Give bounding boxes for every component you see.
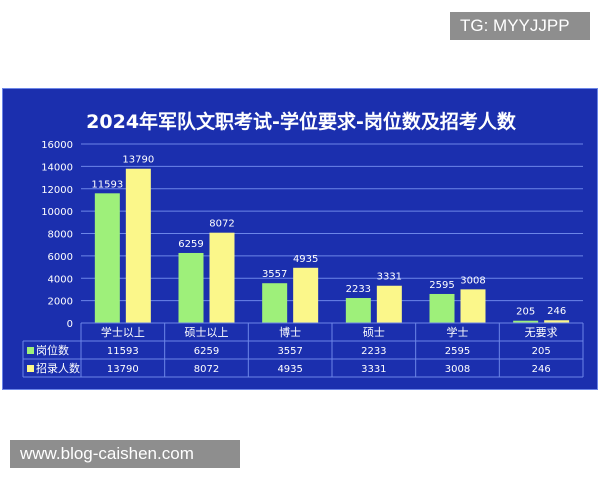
y-tick-label: 12000 [41,185,73,196]
table-cell: 4935 [277,364,302,375]
bar-recruits [293,267,319,323]
bar-recruits [460,289,486,323]
data-label: 205 [516,307,535,318]
chart-title: 2024年军队文职考试-学位要求-岗位数及招考人数 [86,111,516,133]
y-tick-label: 10000 [41,207,73,218]
legend-label: 岗位数 [36,343,69,357]
bar-positions [94,193,120,323]
y-tick-label: 6000 [48,252,73,263]
bar-positions [429,293,455,323]
data-label: 2233 [346,284,371,295]
y-tick-label: 0 [67,319,73,330]
table-cell: 2595 [445,346,470,357]
table-cell: 11593 [107,346,139,357]
table-cell: 3331 [361,364,386,375]
category-label: 硕士以上 [185,326,229,339]
data-label: 13790 [122,155,154,166]
bar-recruits [544,320,570,323]
table-cell: 205 [532,346,551,357]
legend-swatch [27,347,34,354]
data-label: 3331 [377,272,402,283]
category-label: 学士 [447,325,469,339]
legend-label: 招录人数 [36,361,80,375]
bar-recruits [209,232,235,323]
y-tick-label: 4000 [48,274,73,285]
table-cell: 13790 [107,364,139,375]
data-label: 3557 [262,269,287,280]
data-label: 11593 [91,179,123,190]
bar-chart: 0 2000 4000 6000 8000 10000 12000 14000 16000 115… [22,140,584,378]
watermark-tg: TG: MYYJJPP [450,12,590,40]
legend-swatch [27,365,34,372]
bar-recruits [125,168,151,323]
data-label: 4935 [293,254,318,265]
y-tick-label: 16000 [41,140,73,151]
category-label: 无要求 [525,326,558,339]
chart-panel: 2024年军队文职考试-学位要求-岗位数及招考人数 0 2000 4000 6000 8… [2,88,598,390]
y-tick-label: 14000 [41,162,73,173]
bar-recruits [376,285,402,323]
y-tick-label: 2000 [48,297,73,308]
data-label: 8072 [209,219,234,230]
table-cell: 246 [532,364,551,375]
data-label: 3008 [460,275,485,286]
bar-positions [178,252,204,323]
category-label: 硕士 [363,326,385,339]
table-cell: 2233 [361,346,386,357]
table-cell: 3557 [277,346,302,357]
bar-positions [513,320,539,323]
category-label: 学士以上 [101,325,145,339]
data-label: 246 [547,306,566,317]
data-label: 6259 [178,239,203,250]
table-cell: 3008 [445,364,470,375]
data-label: 2595 [429,280,454,291]
bar-positions [262,283,288,323]
y-tick-label: 8000 [48,230,73,241]
table-cell: 6259 [194,346,219,357]
watermark-site: www.blog-caishen.com [10,440,240,468]
bar-positions [345,298,371,323]
table-cell: 8072 [194,364,219,375]
category-label: 博士 [279,326,301,339]
